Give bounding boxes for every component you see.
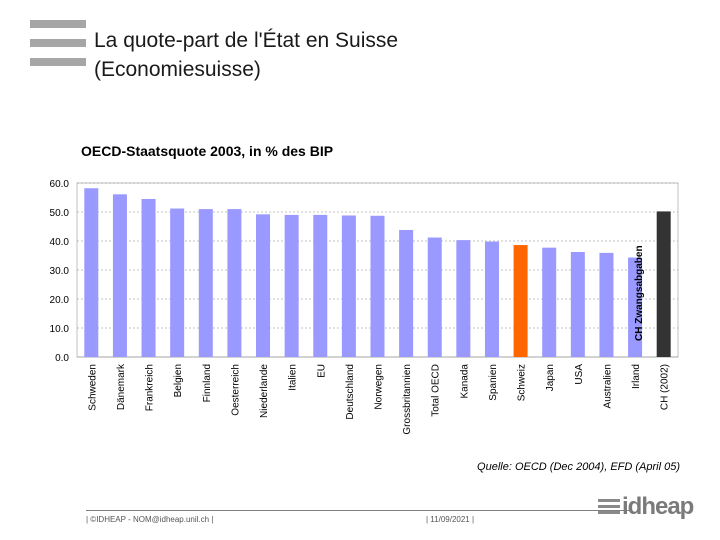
footer-date: | 11/09/2021 | bbox=[426, 515, 475, 524]
x-tick-label: Irland bbox=[631, 364, 642, 389]
x-tick-label: Frankreich bbox=[145, 364, 156, 411]
bar-usa bbox=[570, 252, 585, 357]
x-tick-label: Dänemark bbox=[116, 363, 127, 410]
bar-ch-2002- bbox=[656, 211, 671, 357]
chart-source: Quelle: OECD (Dec 2004), EFD (April 05) bbox=[477, 461, 680, 473]
bar-schweden bbox=[84, 188, 99, 357]
bar-kanada bbox=[456, 240, 471, 357]
x-axis-labels: Schweden Dänemark Frankreich Belgien Finnlan… bbox=[87, 363, 670, 435]
footer-rule bbox=[86, 510, 630, 511]
x-tick-label: Oesterreich bbox=[230, 364, 241, 416]
x-tick-label: Niederlande bbox=[259, 364, 270, 418]
y-tick-label: 0.0 bbox=[55, 353, 69, 364]
chart-title: OECD-Staatsquote 2003, in % des BIP bbox=[81, 143, 333, 159]
bar-grossbritannien bbox=[399, 229, 414, 357]
footer-copyright: | ©IDHEAP - NOM@idheap.unil.ch | bbox=[86, 515, 214, 524]
bar-australien bbox=[599, 252, 614, 357]
chart-annotation: CH Zwangsabgaben bbox=[634, 245, 645, 341]
x-tick-label: Schweden bbox=[87, 364, 98, 411]
bar-belgien bbox=[170, 208, 185, 357]
brand-lines-icon bbox=[598, 499, 620, 517]
bar-eu bbox=[313, 214, 328, 357]
x-tick-label: Italien bbox=[288, 364, 299, 391]
slide-title-line1: La quote-part de l'État en Suisse bbox=[94, 29, 399, 52]
x-tick-label: USA bbox=[574, 364, 585, 385]
bar-spanien bbox=[484, 241, 499, 357]
x-tick-label: Finnland bbox=[202, 364, 213, 402]
brand-logo: idheap bbox=[622, 493, 694, 520]
bar-d-nemark bbox=[112, 194, 127, 357]
x-tick-label: Grossbritannien bbox=[402, 364, 413, 435]
bar-japan bbox=[542, 247, 557, 357]
x-tick-label: CH (2002) bbox=[660, 364, 671, 410]
x-tick-label: Australien bbox=[602, 364, 613, 408]
y-axis-ticks: 0.0 10.0 20.0 30.0 40.0 50.0 60.0 bbox=[50, 179, 70, 364]
y-tick-label: 40.0 bbox=[50, 237, 70, 248]
x-tick-label: Spanien bbox=[488, 364, 499, 401]
x-tick-label: Norwegen bbox=[374, 364, 385, 410]
x-tick-label: Kanada bbox=[459, 364, 470, 399]
slide-title-line2: (Economiesuisse) bbox=[94, 58, 261, 81]
bar-niederlande bbox=[256, 214, 271, 357]
slide-title: La quote-part de l'État en Suisse (Econo… bbox=[94, 26, 398, 84]
x-tick-label: Belgien bbox=[173, 364, 184, 397]
x-tick-label: EU bbox=[316, 364, 327, 378]
logo-bars bbox=[30, 20, 86, 77]
y-tick-label: 10.0 bbox=[50, 324, 70, 335]
bar-finnland bbox=[198, 209, 213, 357]
chart-bars bbox=[84, 188, 671, 357]
y-tick-label: 50.0 bbox=[50, 208, 70, 219]
bar-italien bbox=[284, 214, 299, 357]
bar-schweiz bbox=[513, 245, 528, 357]
x-tick-label: Schweiz bbox=[517, 364, 528, 401]
y-tick-label: 60.0 bbox=[50, 179, 70, 190]
x-tick-label: Japan bbox=[545, 364, 556, 391]
bar-irland bbox=[628, 257, 643, 357]
x-tick-label: Total OECD bbox=[431, 364, 442, 417]
bar-total-oecd bbox=[427, 237, 442, 357]
y-tick-label: 30.0 bbox=[50, 266, 70, 277]
bar-norwegen bbox=[370, 215, 385, 357]
y-tick-label: 20.0 bbox=[50, 295, 70, 306]
bar-oesterreich bbox=[227, 209, 242, 357]
x-tick-label: Deutschland bbox=[345, 364, 356, 420]
bar-deutschland bbox=[341, 215, 356, 357]
bar-frankreich bbox=[141, 198, 156, 357]
